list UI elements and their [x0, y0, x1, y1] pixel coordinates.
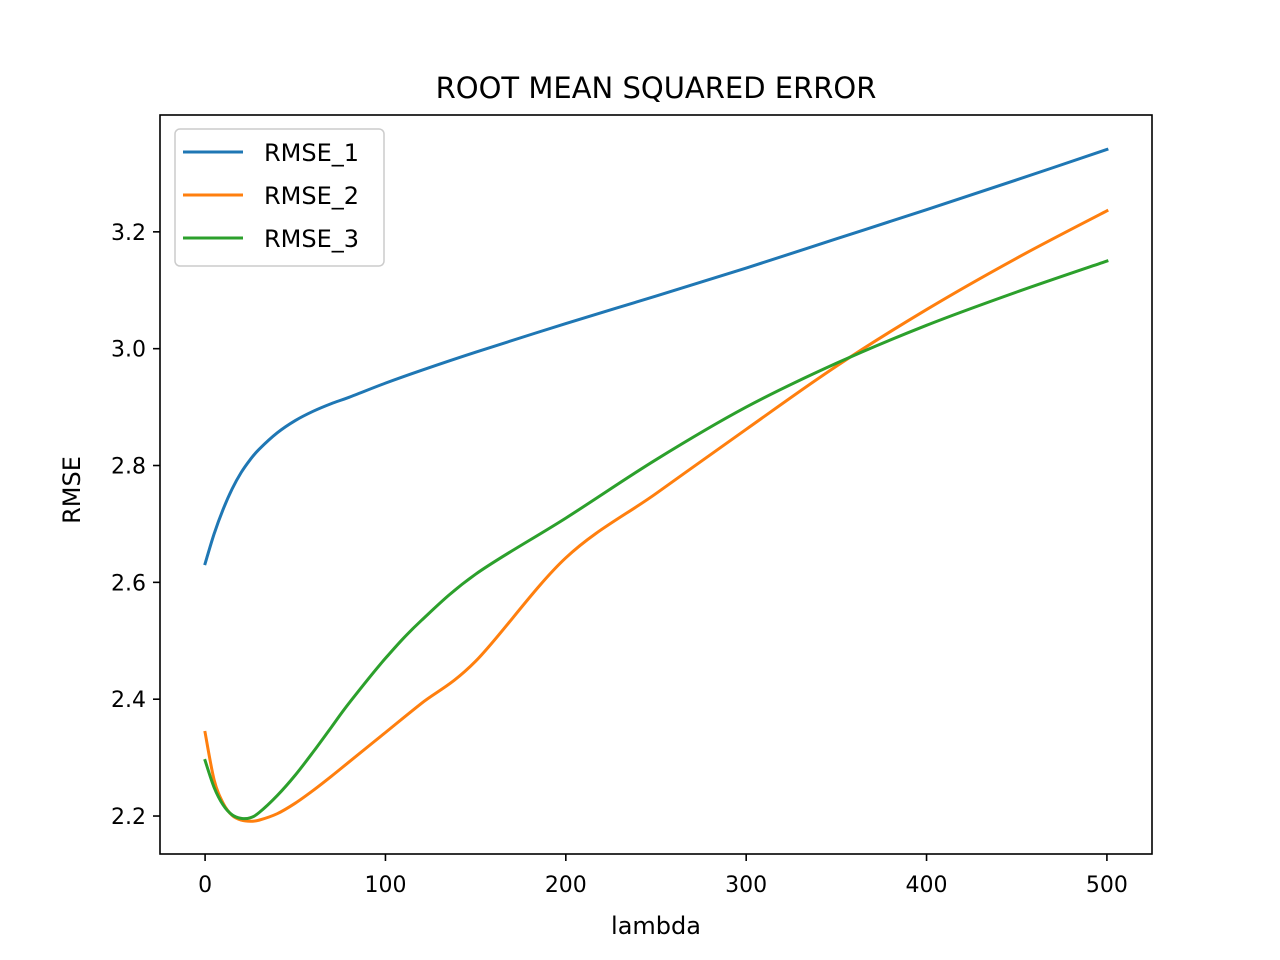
legend-box: [174, 128, 385, 267]
x-tick-label: 400: [906, 873, 948, 898]
y-tick-label: 2.4: [111, 688, 146, 713]
x-tick-label: 200: [545, 873, 587, 898]
x-tick-label: 0: [198, 873, 212, 898]
series-lines: [203, 147, 1109, 823]
plot-area-frame: [159, 114, 1153, 855]
x-tick-label: 300: [725, 873, 767, 898]
y-tick-label: 2.2: [111, 805, 146, 830]
y-tick-label: 2.8: [111, 455, 146, 480]
legend: RMSE_1 RMSE_2 RMSE_3: [174, 128, 385, 267]
y-axis-ticks: 2.2 2.4 2.6 2.8 3.0 3.2: [111, 221, 160, 830]
x-tick-label: 500: [1086, 873, 1128, 898]
y-tick-label: 3.0: [111, 338, 146, 363]
legend-label-rmse-1: RMSE_1: [264, 139, 359, 167]
series-line-rmse-2: [203, 208, 1109, 823]
y-axis-label: RMSE: [58, 456, 86, 524]
series-line-rmse-3: [203, 259, 1109, 821]
y-tick-label: 2.6: [111, 571, 146, 596]
x-axis-ticks: 0 100 200 300 400 500: [198, 854, 1128, 898]
series-line-rmse-1: [203, 147, 1109, 566]
chart-title: ROOT MEAN SQUARED ERROR: [436, 71, 877, 105]
y-tick-label: 3.2: [111, 221, 146, 246]
x-axis-label: lambda: [611, 912, 701, 940]
legend-label-rmse-3: RMSE_3: [264, 225, 359, 253]
legend-label-rmse-2: RMSE_2: [264, 182, 359, 210]
x-tick-label: 100: [364, 873, 406, 898]
